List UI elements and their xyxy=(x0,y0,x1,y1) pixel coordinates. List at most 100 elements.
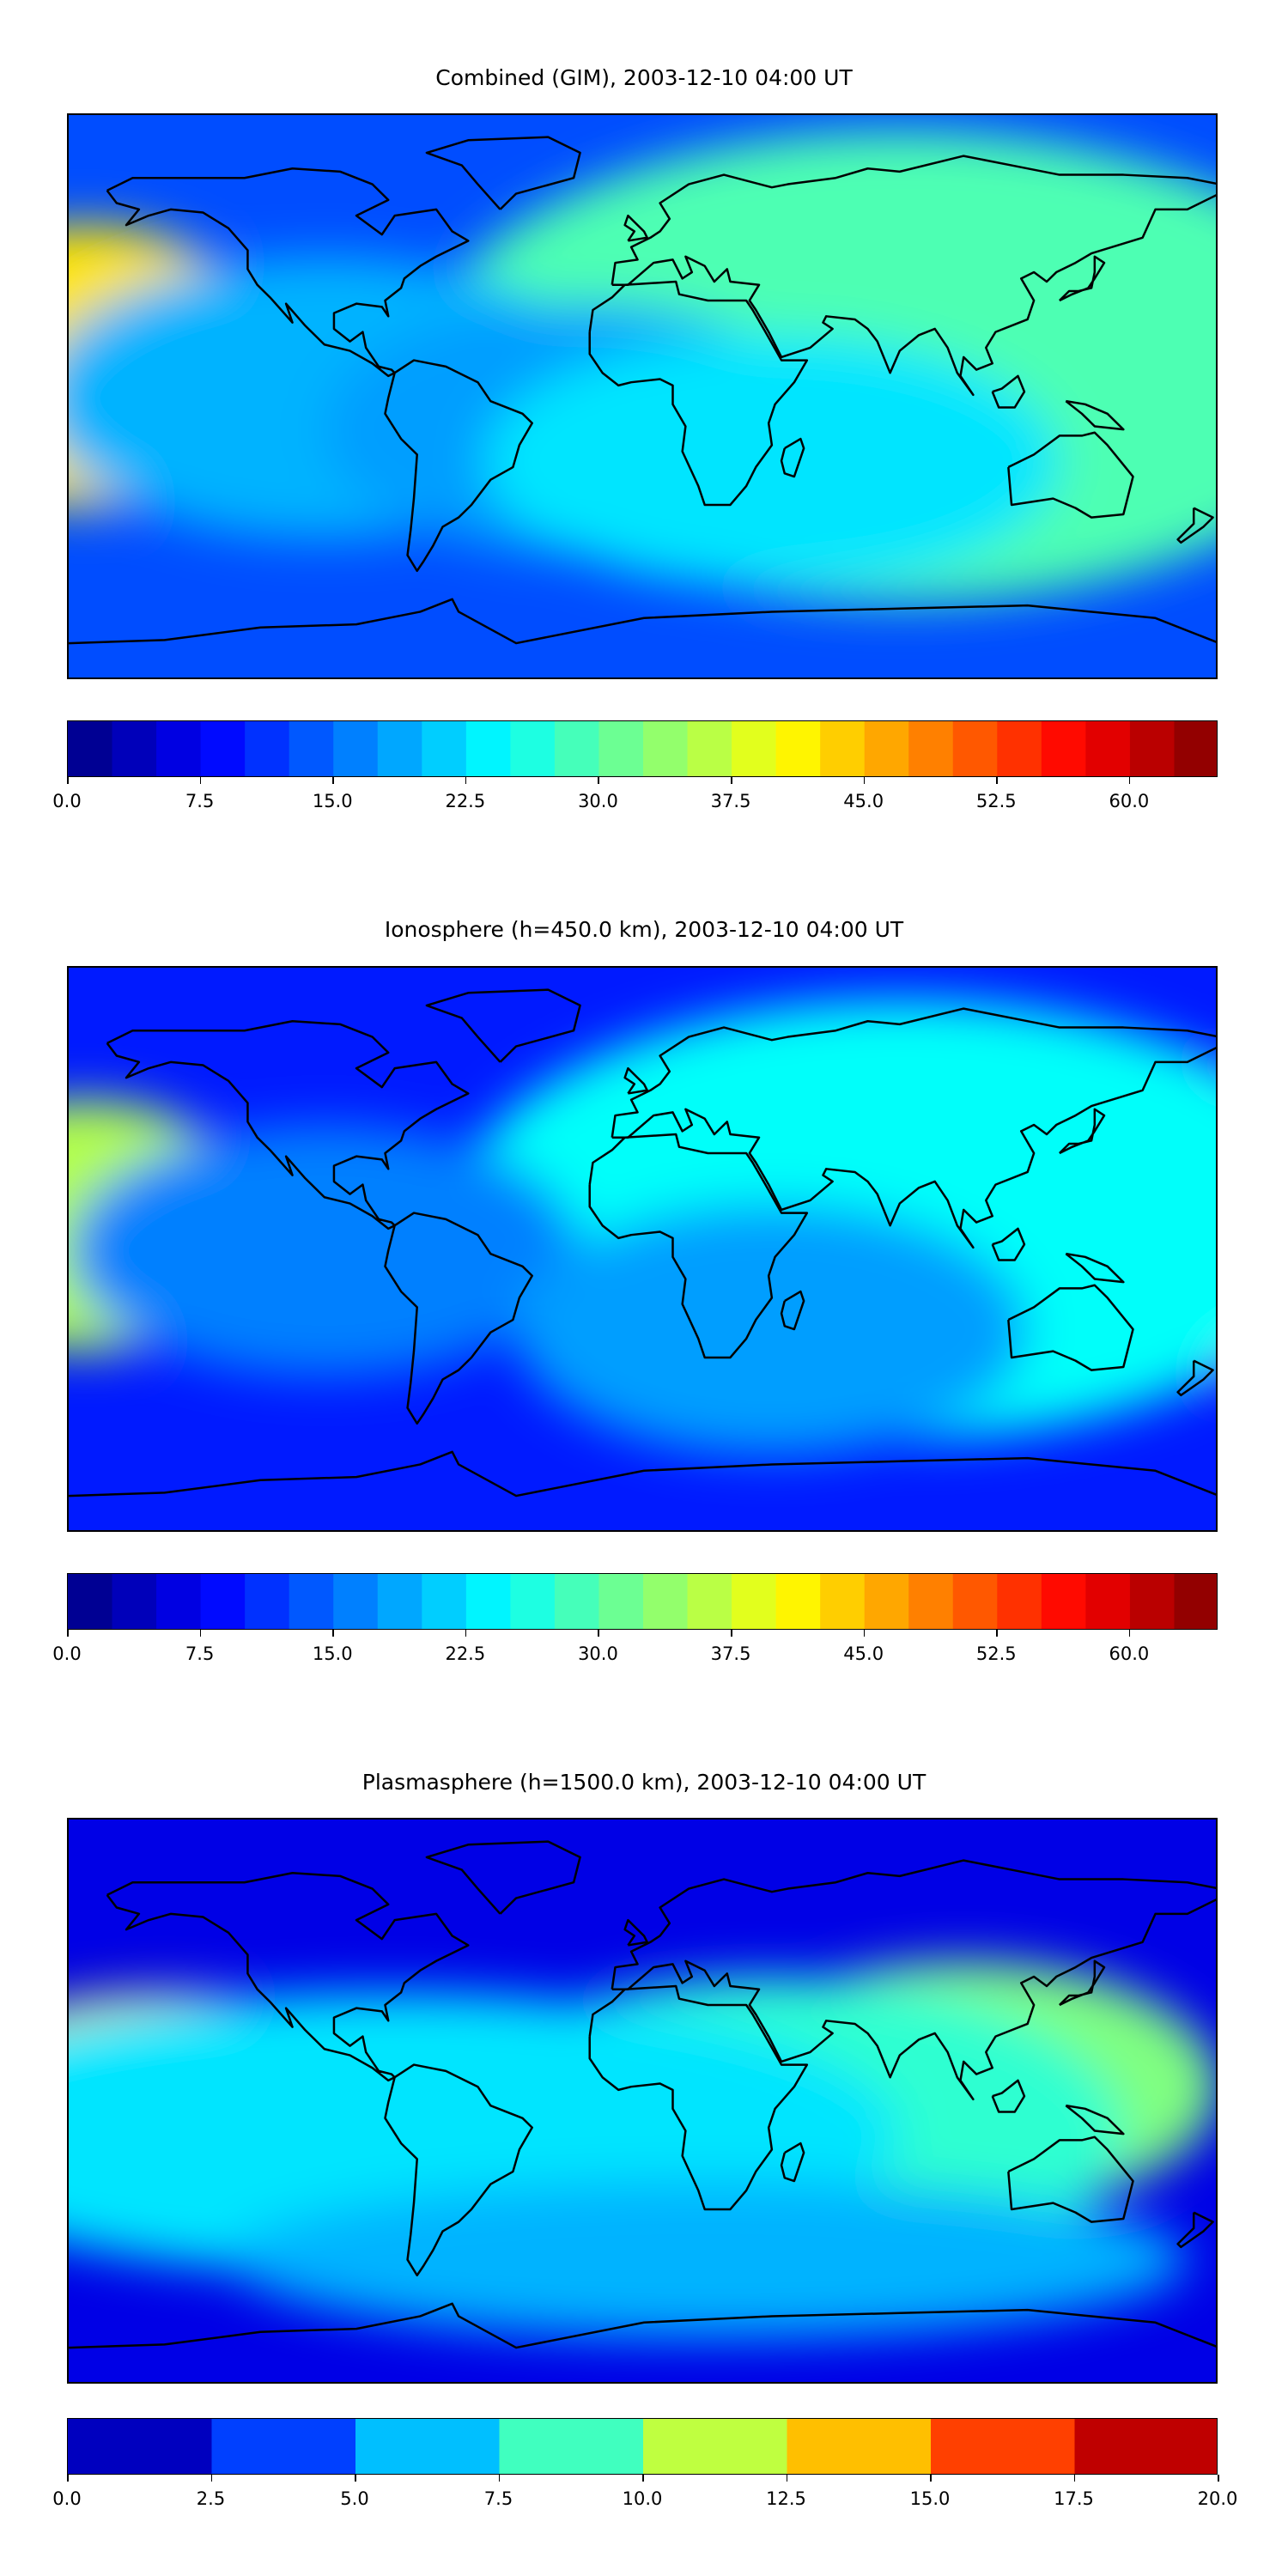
colorbar-tick-label: 12.5 xyxy=(766,2488,806,2509)
colorbar-tick xyxy=(199,777,202,784)
colorbar-segment xyxy=(1129,1574,1176,1629)
colorbar-segment xyxy=(1174,721,1217,776)
colorbar-segment xyxy=(289,1574,334,1629)
colorbar-segment xyxy=(465,1574,511,1629)
colorbar-tick xyxy=(996,1630,998,1637)
coastline xyxy=(106,1871,470,2082)
coastline xyxy=(1176,507,1214,544)
coastline xyxy=(611,1007,1216,1249)
colorbar-segment xyxy=(289,721,334,776)
colorbar-tick xyxy=(930,2475,932,2482)
colorbar-tick xyxy=(598,777,599,784)
panel-title: Ionosphere (h=450.0 km), 2003-12-10 04:0… xyxy=(384,917,904,942)
colorbar-segment xyxy=(643,1574,689,1629)
colorbar-segment xyxy=(1174,1574,1217,1629)
colorbar-segment xyxy=(377,1574,422,1629)
colorbar-tick xyxy=(67,777,69,784)
colorbar-tick-label: 0.0 xyxy=(52,791,82,811)
colorbar-segment xyxy=(643,721,689,776)
colorbar-tick-label: 22.5 xyxy=(445,1643,486,1664)
colorbar-svg xyxy=(68,1574,1217,1629)
field-blob xyxy=(516,1203,1028,1455)
colorbar-tick-label: 37.5 xyxy=(710,791,751,811)
colorbar-segment xyxy=(787,2419,932,2474)
colorbar-segment xyxy=(422,1574,467,1629)
colorbar-tick-label: 22.5 xyxy=(445,791,486,811)
colorbar-segment xyxy=(211,2419,356,2474)
colorbar-tick-label: 15.0 xyxy=(909,2488,951,2509)
colorbar-segment xyxy=(200,1574,246,1629)
map-plot xyxy=(69,115,1216,677)
colorbar-segment xyxy=(510,721,556,776)
colorbar-segment xyxy=(864,1574,909,1629)
tec-map xyxy=(67,113,1218,679)
colorbar-tick xyxy=(332,1630,334,1637)
coastline xyxy=(588,280,809,507)
colorbar-tick xyxy=(498,2475,500,2482)
coastline xyxy=(780,2142,805,2183)
colorbar-tick-label: 15.0 xyxy=(312,791,353,811)
colorbar-segment xyxy=(112,1574,157,1629)
colorbar-segment xyxy=(1085,1574,1131,1629)
coastline xyxy=(1059,255,1106,302)
colorbar-tick xyxy=(642,2475,644,2482)
colorbar-tick xyxy=(1128,777,1131,784)
colorbar-tick xyxy=(731,777,732,784)
colorbar-segment xyxy=(687,721,732,776)
coastline xyxy=(1059,1959,1106,2007)
coastline xyxy=(1065,2104,1125,2136)
colorbar-tick xyxy=(67,1630,69,1637)
colorbar-segment xyxy=(908,721,954,776)
colorbar-tick-label: 0.0 xyxy=(52,1643,82,1664)
colorbar-tick-label: 7.5 xyxy=(483,2488,513,2509)
colorbar-tick xyxy=(465,777,467,784)
colorbar-svg xyxy=(68,2419,1217,2474)
colorbar-segment xyxy=(156,721,202,776)
colorbar-segment xyxy=(931,2419,1076,2474)
map-plot xyxy=(69,968,1216,1530)
colorbar-tick-label: 7.5 xyxy=(185,1643,215,1664)
colorbar-segment xyxy=(554,721,600,776)
coastline xyxy=(425,1840,581,1915)
coastline xyxy=(780,1290,805,1331)
coastline xyxy=(384,1212,533,1425)
map-plot xyxy=(69,1820,1216,2382)
colorbar-segment xyxy=(245,1574,290,1629)
colorbar-tick-label: 60.0 xyxy=(1109,1643,1150,1664)
colorbar-segment xyxy=(112,721,157,776)
colorbar-tick-label: 20.0 xyxy=(1197,2488,1238,2509)
colorbar-segment xyxy=(499,2419,644,2474)
colorbar-tick-label: 2.5 xyxy=(196,2488,226,2509)
coastline xyxy=(1007,431,1134,519)
coastline xyxy=(1176,2211,1214,2249)
colorbar-tick xyxy=(598,1630,599,1637)
colorbar-ticks: 0.0 7.5 15.0 22.5 30.0 37.5 45.0 52.5 60.0 xyxy=(52,777,1218,811)
colorbar-tick-label: 15.0 xyxy=(312,1643,353,1664)
coastline xyxy=(69,1450,1216,1498)
colorbar-segment xyxy=(377,721,422,776)
colorbar-tick-label: 45.0 xyxy=(843,1643,884,1664)
coastline xyxy=(384,2063,533,2277)
coastline xyxy=(780,437,805,478)
colorbar-tick xyxy=(863,777,866,784)
colorbar-svg xyxy=(68,721,1217,776)
field-blob xyxy=(69,1125,580,1376)
coastline xyxy=(588,1133,809,1359)
coastline xyxy=(1007,1284,1134,1371)
coastline xyxy=(611,155,1216,397)
colorbar-tick-label: 52.5 xyxy=(975,1643,1017,1664)
colorbar-tick-label: 17.5 xyxy=(1054,2488,1094,2509)
colorbar-segment xyxy=(820,721,866,776)
coastline xyxy=(1007,2136,1134,2223)
colorbar-tick-label: 37.5 xyxy=(710,1643,751,1664)
panel-title: Plasmasphere (h=1500.0 km), 2003-12-10 0… xyxy=(361,1770,927,1795)
colorbar xyxy=(67,1573,1218,1630)
colorbar-segment xyxy=(598,1574,644,1629)
colorbar-segment xyxy=(200,721,246,776)
coastline xyxy=(623,214,648,242)
coastline xyxy=(623,1066,648,1095)
colorbar-tick-label: 10.0 xyxy=(622,2488,663,2509)
colorbar-tick-label: 45.0 xyxy=(843,791,884,811)
colorbar-tick xyxy=(1218,2475,1219,2482)
colorbar-segment xyxy=(245,721,290,776)
